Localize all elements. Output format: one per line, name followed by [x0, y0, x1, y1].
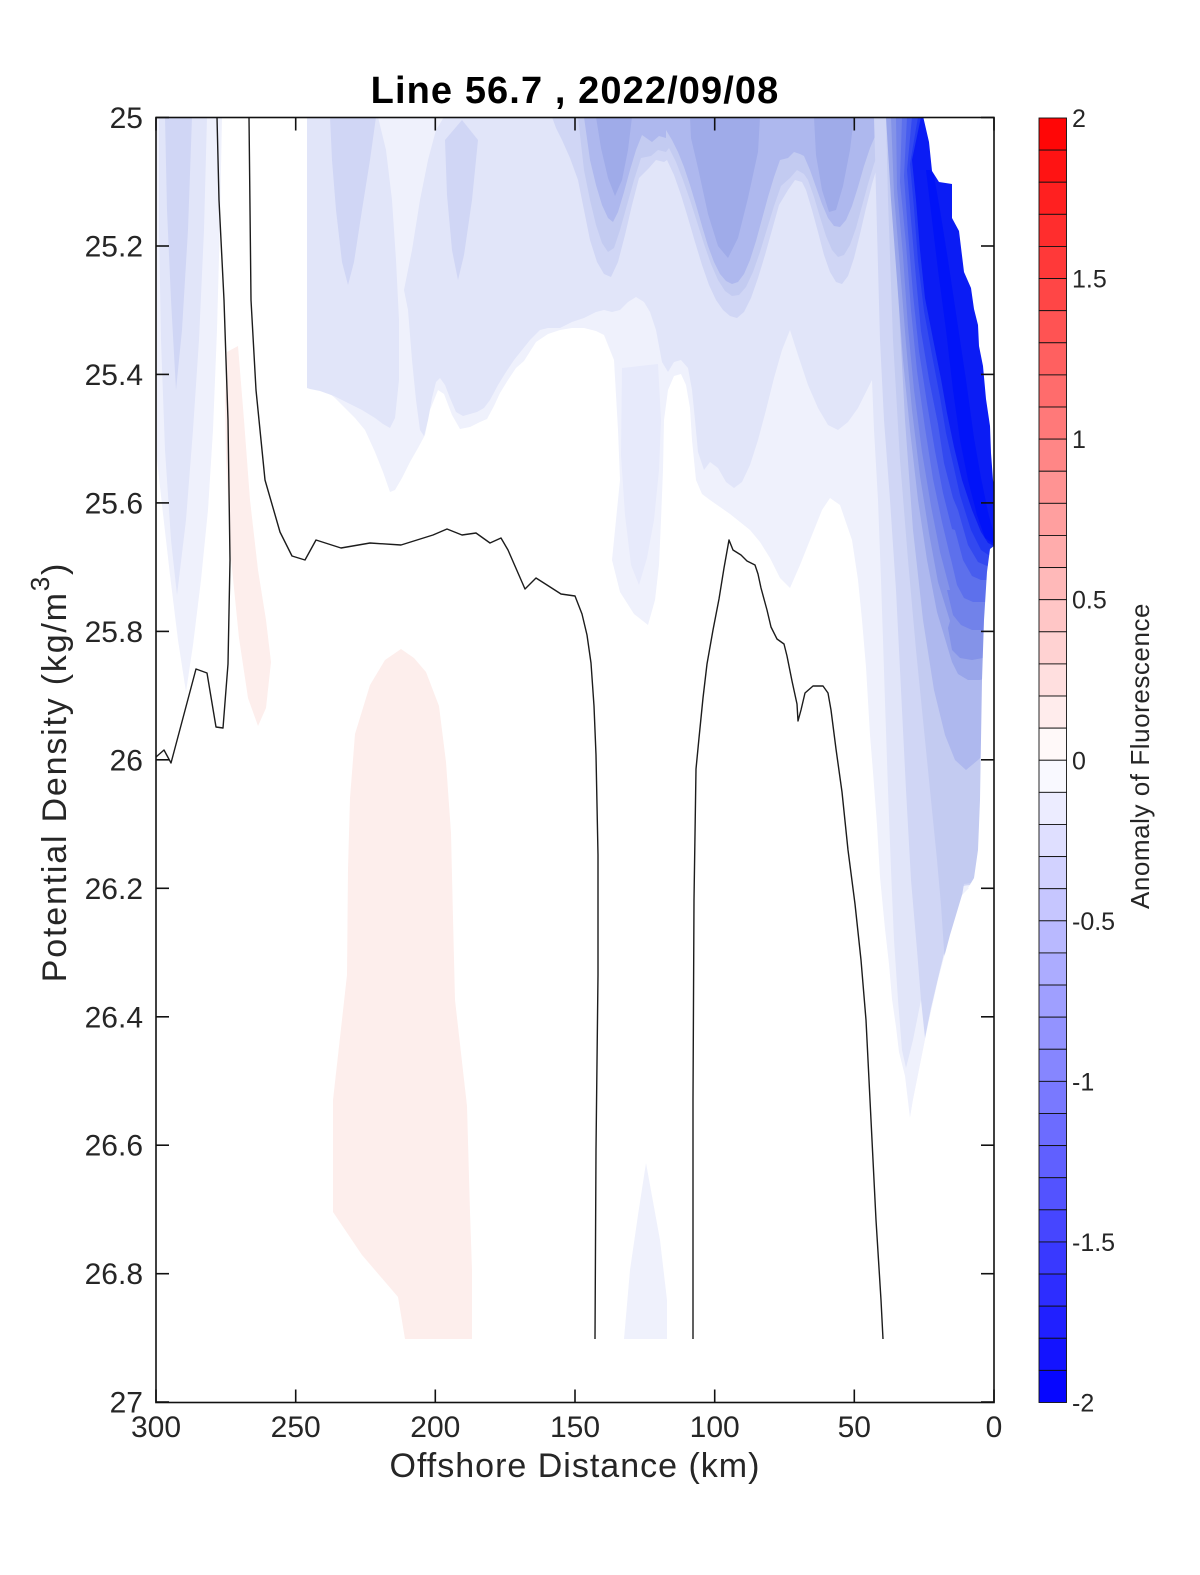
svg-text:26.2: 26.2	[85, 873, 143, 906]
svg-text:100: 100	[690, 1411, 740, 1444]
svg-text:300: 300	[131, 1411, 181, 1444]
svg-text:50: 50	[838, 1411, 871, 1444]
svg-text:250: 250	[271, 1411, 321, 1444]
svg-text:25.2: 25.2	[85, 231, 143, 264]
svg-text:-1: -1	[1072, 1068, 1094, 1096]
svg-text:-0.5: -0.5	[1072, 908, 1115, 936]
svg-text:0: 0	[986, 1411, 1003, 1444]
svg-text:26.8: 26.8	[85, 1258, 143, 1291]
svg-text:-2: -2	[1072, 1390, 1094, 1418]
svg-text:1.5: 1.5	[1072, 266, 1107, 294]
svg-text:26: 26	[110, 744, 143, 777]
svg-text:1: 1	[1072, 426, 1086, 454]
svg-text:26.4: 26.4	[85, 1001, 143, 1034]
svg-text:25.6: 25.6	[85, 487, 143, 520]
svg-text:25.4: 25.4	[85, 359, 143, 392]
svg-text:0: 0	[1072, 747, 1086, 775]
svg-text:25: 25	[110, 102, 143, 135]
svg-text:2: 2	[1072, 105, 1086, 133]
svg-text:27: 27	[110, 1387, 143, 1420]
svg-text:Line 56.7 , 2022/09/08: Line 56.7 , 2022/09/08	[371, 70, 780, 112]
svg-text:Potential Density (kg/m3): Potential Density (kg/m3)	[25, 562, 74, 982]
svg-text:200: 200	[410, 1411, 460, 1444]
svg-text:25.8: 25.8	[85, 616, 143, 649]
svg-text:Offshore Distance (km): Offshore Distance (km)	[390, 1447, 761, 1485]
svg-text:150: 150	[550, 1411, 600, 1444]
svg-text:26.6: 26.6	[85, 1130, 143, 1163]
svg-text:Anomaly of Fluorescence: Anomaly of Fluorescence	[1125, 603, 1155, 909]
svg-text:0.5: 0.5	[1072, 587, 1107, 615]
svg-text:-1.5: -1.5	[1072, 1229, 1115, 1257]
